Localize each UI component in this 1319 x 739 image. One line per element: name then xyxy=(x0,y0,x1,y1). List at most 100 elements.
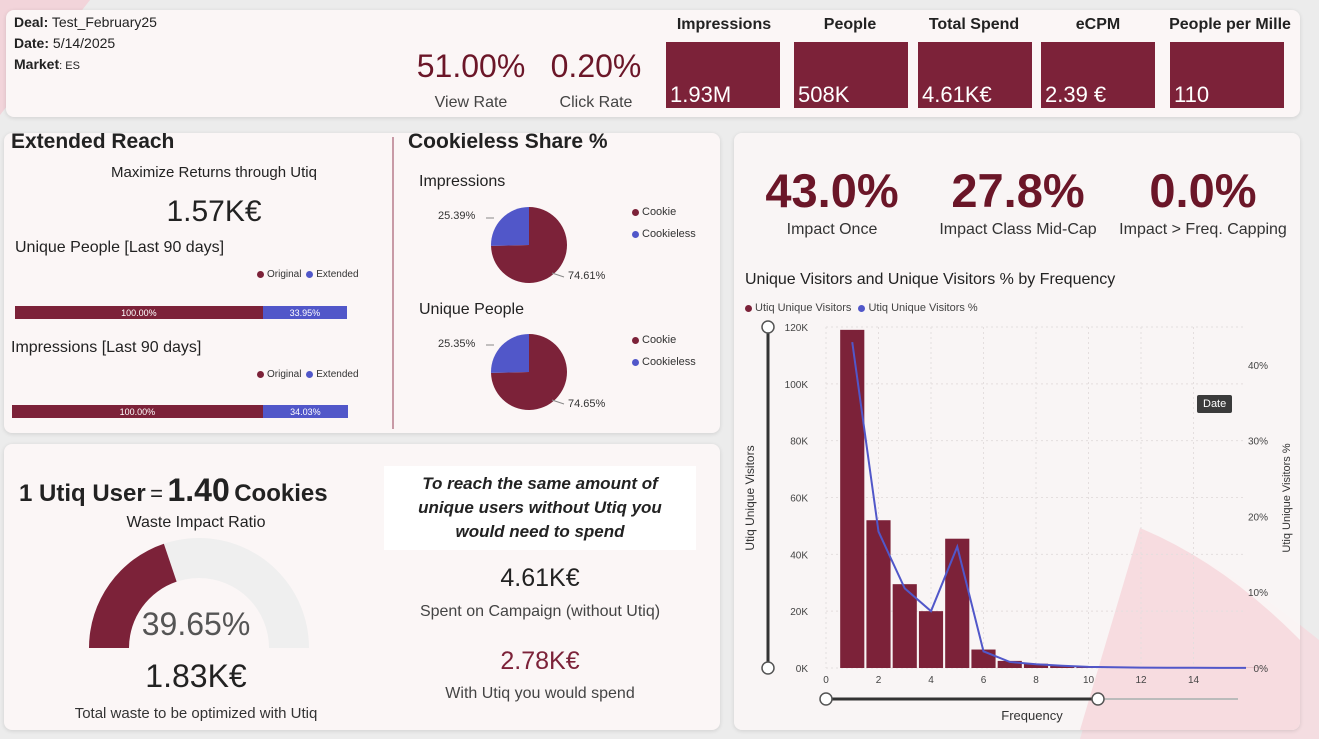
x-tick-label: 8 xyxy=(1033,675,1039,686)
total-waste-value: 1.83K€ xyxy=(145,658,247,694)
y2-tick-label: 40% xyxy=(1248,361,1268,372)
kpi-impressions-title: Impressions xyxy=(676,16,772,33)
impact-once-value: 43.0% xyxy=(765,164,899,217)
unique-people-pie-cookieless-slice[interactable] xyxy=(491,334,529,373)
chart-gridlines xyxy=(825,326,1246,669)
date-tooltip[interactable]: Date xyxy=(1197,395,1233,413)
kpi-impressions-value: 1.93M xyxy=(670,82,732,107)
kpi-spend-box[interactable]: 4.61K€ xyxy=(918,42,1032,108)
chart-bars xyxy=(840,329,1259,668)
y-tick-label: 80K xyxy=(790,437,808,448)
impressions-90-title: Impressions [Last 90 days] xyxy=(11,339,202,356)
cookieless-title: Cookieless Share % xyxy=(408,133,608,153)
visitors-bar xyxy=(866,520,891,668)
kpi-people-value: 508K xyxy=(798,82,850,107)
kpi-ecpm-title: eCPM xyxy=(1075,16,1121,33)
y2-tick-label: 10% xyxy=(1248,588,1268,599)
legend-visitors-label: Utiq Unique Visitors xyxy=(755,302,852,314)
unique-people-cookie-label: 74.65% xyxy=(568,398,606,410)
y2-axis-ticks: 0% 10% 20% 30% 40% xyxy=(1248,361,1268,675)
unique-people-pie-chart[interactable] xyxy=(424,323,624,418)
date-label: Date: xyxy=(14,35,50,51)
unique-people-title: Unique People [Last 90 days] xyxy=(15,239,225,256)
cookieless-legend-dot xyxy=(632,358,639,366)
x-axis-ticks: 0 2 4 6 8 10 12 14 xyxy=(823,675,1199,686)
legend-cookie-label: Cookie xyxy=(642,206,677,218)
cookie-legend-dot xyxy=(632,336,639,344)
y-tick-label: 0K xyxy=(796,664,809,675)
visitors-bar xyxy=(892,584,917,668)
y-range-slider-top-handle[interactable] xyxy=(761,320,775,334)
gauge-fill xyxy=(89,543,177,648)
utiq-cookie-ratio: 1 Utiq User = 1.40 Cookies xyxy=(19,472,328,509)
y-tick-label: 60K xyxy=(790,494,808,505)
y2-axis-label: Utiq Unique Visitors % xyxy=(1281,443,1293,552)
view-rate-label: View Rate xyxy=(434,94,508,111)
header-card: Deal: Test_February25 Date: 5/14/2025 Ma… xyxy=(6,10,1300,117)
unique-people-bar[interactable]: 100.00% 33.95% xyxy=(15,306,347,319)
legend-cookie-label: Cookie xyxy=(642,334,677,346)
x-axis-label: Frequency xyxy=(1001,708,1063,723)
impressions-pie-chart[interactable] xyxy=(424,193,624,288)
ratio-equals: = xyxy=(150,481,164,506)
frequency-chart[interactable]: 0K 20K 40K 60K 80K 100K 120K 0% 10% 20% 30% 40% 0 2… xyxy=(734,133,1300,730)
impressions-pie-cookie-slice[interactable] xyxy=(491,207,567,283)
kpi-ppm-title: People per Mille xyxy=(1169,16,1291,33)
x-range-slider-right-handle[interactable] xyxy=(1091,692,1105,706)
impact-freq-label: Impact > Freq. Capping xyxy=(1119,221,1287,238)
y-tick-label: 120K xyxy=(785,323,809,334)
chart-legend: Utiq Unique Visitors Utiq Unique Visitor… xyxy=(745,302,978,314)
impressions-pie-cookieless-slice[interactable] xyxy=(491,207,529,246)
utiq-spend-label: With Utiq you would spend xyxy=(445,685,635,702)
kpi-impressions-box[interactable]: 1.93M xyxy=(666,42,780,108)
impressions-original-bar: 100.00% xyxy=(12,405,263,418)
impressions-cookie-label: 74.61% xyxy=(568,270,606,282)
y-axis-label: Utiq Unique Visitors xyxy=(743,445,757,550)
impact-card: 43.0% Impact Once 27.8% Impact Class Mid… xyxy=(734,133,1300,730)
unique-people-pie-legend: Cookie Cookieless xyxy=(632,329,696,373)
market-info: Market: ES xyxy=(14,54,157,77)
impressions-cookieless-label: 25.39% xyxy=(438,210,476,222)
unique-people-extended-label: 33.95% xyxy=(289,307,321,318)
visitors-legend-dot xyxy=(745,304,752,312)
reach-card: Extended Reach Maximize Returns through … xyxy=(4,133,720,433)
waste-impact-label: Waste Impact Ratio xyxy=(126,514,266,531)
kpi-people-box[interactable]: 508K xyxy=(794,42,908,108)
original-legend-dot xyxy=(257,370,264,378)
visitors-bar xyxy=(1050,665,1075,668)
kpi-ppm-box[interactable]: 110 xyxy=(1170,42,1284,108)
market-value: : ES xyxy=(59,60,80,72)
legend-extended-label: Extended xyxy=(316,369,359,380)
kpi-ecpm-box[interactable]: 2.39 € xyxy=(1041,42,1155,108)
y-tick-label: 20K xyxy=(790,607,808,618)
x-tick-label: 2 xyxy=(876,675,882,686)
gauge-value: 39.65% xyxy=(141,606,251,642)
y-range-slider-bottom-handle[interactable] xyxy=(761,661,775,675)
cookieless-unique-people-title: Unique People xyxy=(419,301,524,318)
market-label: Market xyxy=(14,56,60,72)
reach-note: To reach the same amount of unique users… xyxy=(384,466,696,550)
impact-card-decoration xyxy=(1080,528,1300,730)
impact-midcap-value: 27.8% xyxy=(951,164,1085,217)
visitors-bar xyxy=(997,660,1022,668)
waste-card: 1 Utiq User = 1.40 Cookies Waste Impact … xyxy=(4,444,720,730)
visitors-bar xyxy=(1023,663,1049,668)
x-tick-label: 6 xyxy=(981,675,987,686)
legend-original-label: Original xyxy=(267,269,302,280)
spent-value: 4.61K€ xyxy=(500,564,580,592)
x-range-slider-left-handle[interactable] xyxy=(819,692,833,706)
unique-people-cookieless-label: 25.35% xyxy=(438,338,476,350)
total-waste-label: Total waste to be optimized with Utiq xyxy=(74,705,318,722)
impressions-bar[interactable]: 100.00% 34.03% xyxy=(12,405,348,418)
waste-gauge[interactable] xyxy=(86,538,312,650)
unique-people-pie-cookie-slice[interactable] xyxy=(491,334,567,410)
visitors-bar xyxy=(945,538,970,668)
chart-title: Unique Visitors and Unique Visitors % by… xyxy=(745,271,1116,288)
x-tick-label: 10 xyxy=(1083,675,1095,686)
legend-cookieless-label: Cookieless xyxy=(642,356,696,368)
unique-people-original-label: 100.00% xyxy=(121,307,157,318)
ratio-suffix: Cookies xyxy=(234,480,328,507)
legend-extended-label: Extended xyxy=(316,269,359,280)
ratio-value: 1.40 xyxy=(167,472,230,508)
legend-original-label: Original xyxy=(267,369,302,380)
